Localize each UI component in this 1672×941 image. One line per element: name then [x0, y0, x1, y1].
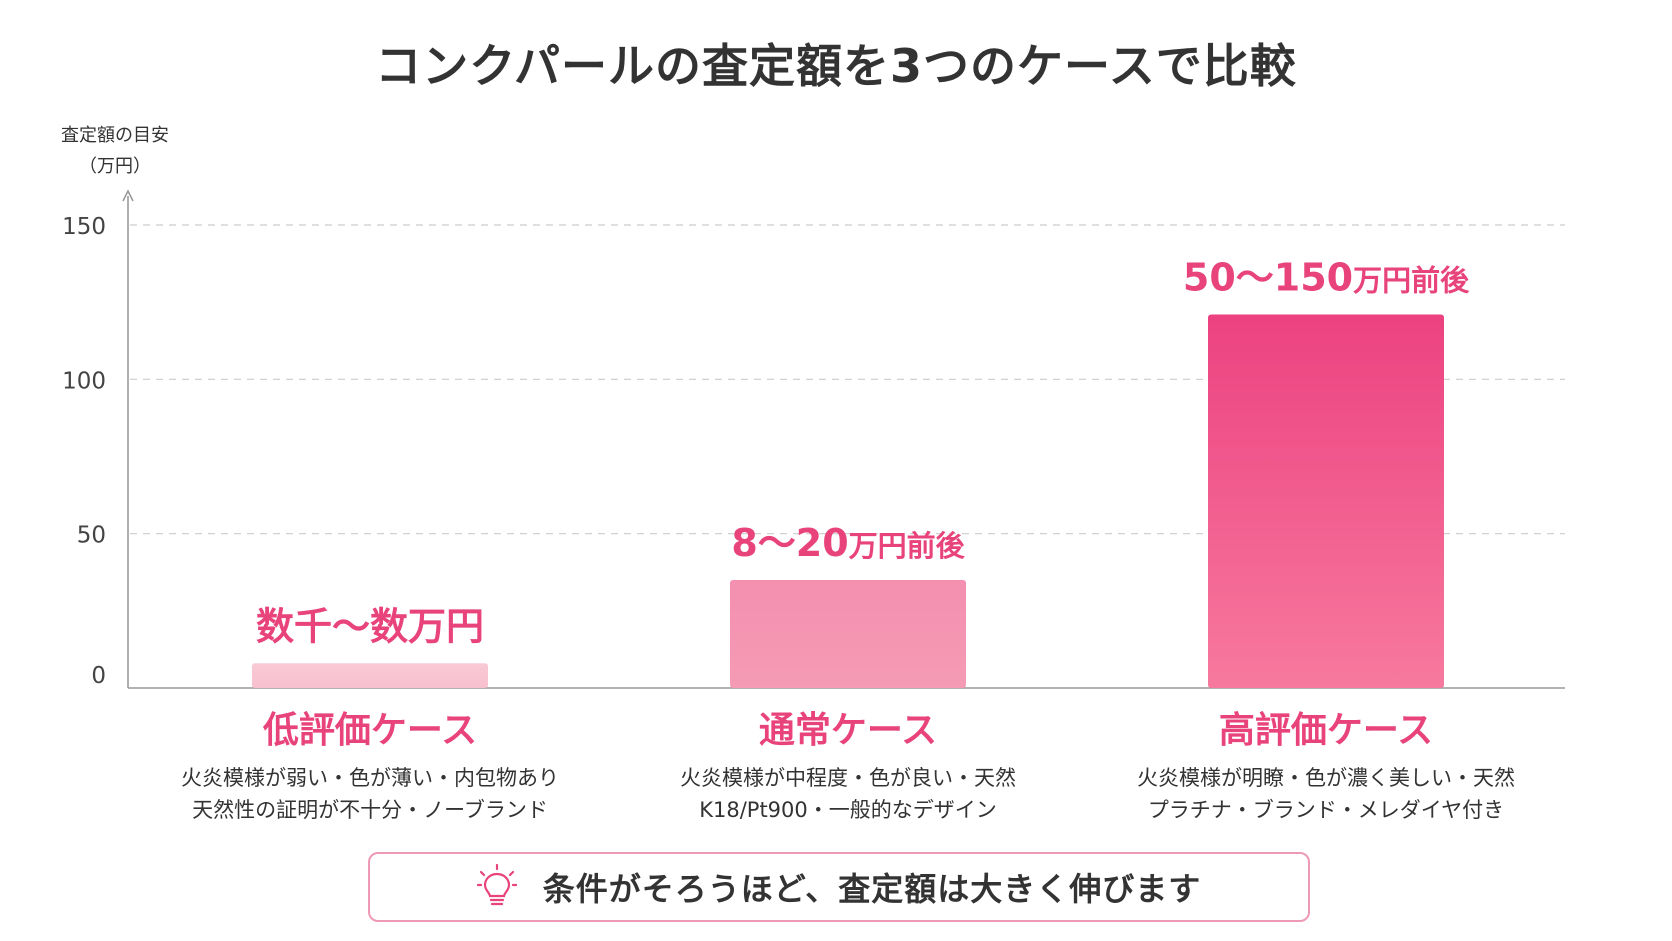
- category-description: プラチナ・ブランド・メレダイヤ付き: [1148, 798, 1504, 822]
- y-tick-label: 0: [91, 663, 106, 689]
- bar-value-label: 8〜20万円前後: [731, 521, 965, 565]
- category-description: K18/Pt900・一般的なデザイン: [699, 798, 997, 822]
- bar-value-label: 50〜150万円前後: [1183, 256, 1470, 300]
- summary-callout: 条件がそろうほど、査定額は大きく伸びます: [368, 852, 1310, 922]
- y-axis-label: 査定額の目安: [61, 125, 169, 146]
- bar: [730, 579, 966, 688]
- bar-value-suffix: 万円前後: [1353, 264, 1470, 298]
- bar-chart: 査定額の目安 （万円） 0 50 100 150 数千〜数万円低評価ケース火炎模様が弱い・色…: [61, 125, 1565, 822]
- x-category-label: 低評価ケース: [263, 710, 477, 751]
- category-description: 火炎模様が弱い・色が薄い・内包物あり: [181, 766, 559, 790]
- category-description: 火炎模様が明瞭・色が濃く美しい・天然: [1137, 766, 1515, 790]
- bar: [252, 663, 488, 688]
- y-tick-label: 100: [62, 368, 106, 394]
- x-category-label: 高評価ケース: [1219, 710, 1433, 751]
- chart-title: コンクパールの査定額を3つのケースで比較: [375, 39, 1297, 93]
- bar-value-main: 8〜20: [731, 521, 848, 565]
- y-axis-arrow: [122, 189, 134, 202]
- category-description: 火炎模様が中程度・色が良い・天然: [680, 766, 1016, 790]
- summary-text: 条件がそろうほど、査定額は大きく伸びます: [542, 870, 1202, 908]
- bar: [1208, 314, 1444, 688]
- y-axis-label: （万円）: [79, 156, 151, 177]
- bar-value-label: 数千〜数万円: [256, 604, 484, 648]
- bar-value-main: 数千〜数万円: [256, 604, 484, 648]
- bar-value-suffix: 万円前後: [849, 529, 966, 563]
- y-tick-label: 50: [77, 523, 106, 549]
- y-tick-label: 150: [62, 214, 106, 240]
- category-description: 天然性の証明が不十分・ノーブランド: [192, 798, 548, 822]
- x-category-label: 通常ケース: [759, 710, 937, 751]
- lightbulb-icon: [476, 864, 517, 906]
- bar-value-main: 50〜150: [1183, 256, 1353, 300]
